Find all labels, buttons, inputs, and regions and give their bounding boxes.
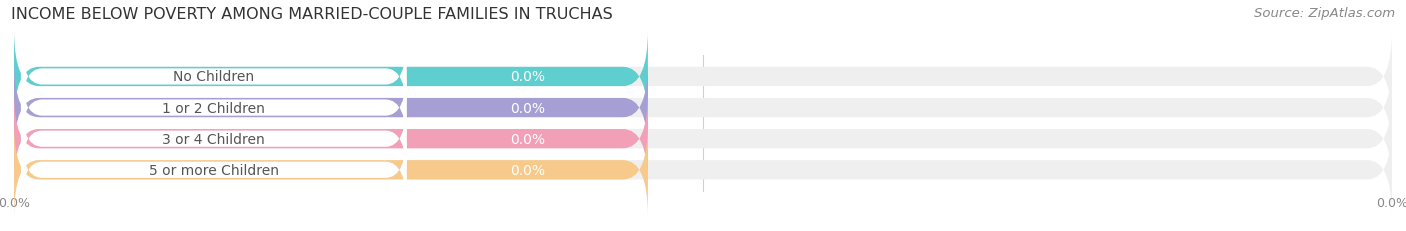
Text: No Children: No Children <box>173 70 254 84</box>
Text: 5 or more Children: 5 or more Children <box>149 163 278 177</box>
FancyBboxPatch shape <box>21 69 406 147</box>
FancyBboxPatch shape <box>14 124 648 216</box>
FancyBboxPatch shape <box>14 93 648 185</box>
FancyBboxPatch shape <box>14 124 1392 216</box>
Text: INCOME BELOW POVERTY AMONG MARRIED-COUPLE FAMILIES IN TRUCHAS: INCOME BELOW POVERTY AMONG MARRIED-COUPL… <box>11 7 613 22</box>
FancyBboxPatch shape <box>14 62 648 154</box>
Text: Source: ZipAtlas.com: Source: ZipAtlas.com <box>1254 7 1395 20</box>
Text: 0.0%: 0.0% <box>510 101 544 115</box>
FancyBboxPatch shape <box>21 131 406 209</box>
Text: 1 or 2 Children: 1 or 2 Children <box>163 101 266 115</box>
FancyBboxPatch shape <box>21 100 406 178</box>
FancyBboxPatch shape <box>21 38 406 116</box>
Text: 0.0%: 0.0% <box>510 132 544 146</box>
Text: 0.0%: 0.0% <box>510 70 544 84</box>
FancyBboxPatch shape <box>14 93 1392 185</box>
FancyBboxPatch shape <box>14 62 1392 154</box>
FancyBboxPatch shape <box>14 31 648 123</box>
FancyBboxPatch shape <box>14 31 1392 123</box>
Text: 3 or 4 Children: 3 or 4 Children <box>163 132 266 146</box>
Text: 0.0%: 0.0% <box>510 163 544 177</box>
